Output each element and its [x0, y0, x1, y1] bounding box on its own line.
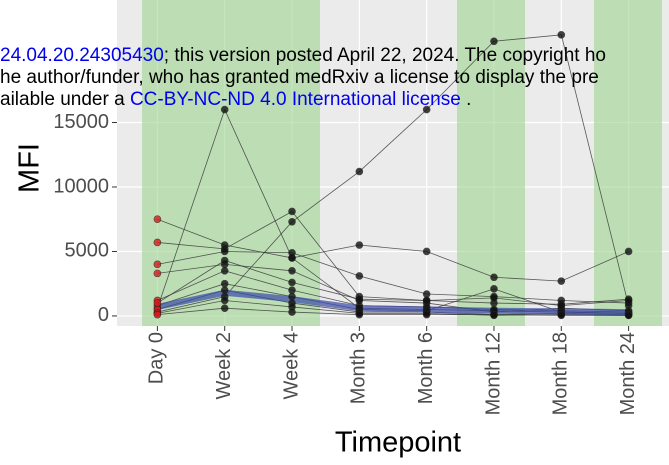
- data-point: [153, 260, 162, 269]
- data-point: [624, 296, 633, 305]
- watermark-text: ailable under a: [0, 89, 130, 110]
- data-point: [422, 247, 431, 256]
- data-point: [288, 308, 296, 316]
- shaded-period: [457, 0, 525, 326]
- x-tick-label: Week 4: [280, 332, 302, 399]
- series-line: [157, 251, 629, 304]
- data-point: [557, 301, 566, 310]
- data-point: [220, 267, 229, 275]
- x-tick-label: Day 0: [146, 332, 168, 384]
- data-point: [422, 310, 431, 319]
- watermark-line: 24.04.20.24305430; this version posted A…: [0, 45, 606, 66]
- data-point: [422, 290, 431, 298]
- y-tick-label: 15000: [53, 111, 109, 133]
- data-point: [490, 273, 498, 282]
- data-point: [153, 238, 162, 247]
- y-tick-label: 0: [98, 304, 109, 326]
- y-axis-label: MFI: [14, 143, 46, 193]
- data-point: [624, 311, 633, 320]
- series-line: [157, 260, 629, 307]
- data-point: [557, 311, 566, 320]
- data-point: [220, 304, 229, 313]
- data-point: [422, 296, 431, 305]
- data-point: [153, 299, 162, 307]
- watermark-link: 24.04.20.24305430: [0, 45, 164, 66]
- x-tick-label: Month 18: [550, 332, 572, 415]
- mean-line: [156, 289, 629, 316]
- data-point: [288, 248, 296, 257]
- series-line: [157, 307, 629, 316]
- data-point: [557, 31, 566, 39]
- data-point: [220, 256, 229, 265]
- data-point: [490, 294, 498, 302]
- x-tick-label: Month 24: [617, 332, 639, 415]
- data-point: [220, 247, 229, 256]
- data-point: [490, 37, 498, 46]
- x-tick-label: Week 2: [213, 332, 235, 399]
- data-point: [220, 296, 229, 305]
- watermark-text: ; this version posted April 22, 2024. Th…: [164, 45, 606, 66]
- watermark-line: he author/funder, who has granted medRxi…: [0, 67, 599, 88]
- data-point: [355, 310, 364, 319]
- y-tick-label: 5000: [65, 240, 110, 262]
- watermark-link: CC-BY-NC-ND 4.0 International license: [130, 89, 461, 110]
- data-point: [220, 105, 229, 114]
- data-point: [355, 241, 364, 249]
- data-point: [288, 292, 296, 301]
- data-point: [288, 267, 296, 275]
- data-point: [490, 310, 498, 319]
- data-point: [153, 310, 162, 319]
- data-point: [288, 207, 296, 216]
- data-point: [220, 279, 229, 288]
- data-point: [288, 218, 296, 226]
- data-point: [422, 105, 431, 114]
- x-axis-label: Timepoint: [335, 427, 461, 459]
- watermark-text: .: [461, 89, 472, 110]
- data-point: [355, 272, 364, 280]
- series-line: [157, 300, 629, 316]
- watermark-line: ailable under a CC-BY-NC-ND 4.0 Internat…: [0, 89, 471, 110]
- x-tick-label: Month 12: [482, 332, 504, 415]
- y-tick-label: 10000: [53, 175, 109, 197]
- series-line: [157, 218, 629, 282]
- data-point: [490, 285, 498, 293]
- x-tick-label: Month 3: [348, 332, 370, 404]
- data-point: [288, 278, 296, 287]
- series-line: [157, 34, 629, 313]
- data-point: [288, 286, 296, 294]
- data-point: [624, 247, 633, 256]
- shaded-period: [594, 0, 662, 326]
- data-point: [557, 277, 566, 285]
- x-tick-label: Month 6: [415, 332, 437, 404]
- data-point: [220, 286, 229, 294]
- data-point: [153, 215, 162, 224]
- data-point: [153, 269, 162, 278]
- data-point: [355, 295, 364, 303]
- data-point: [355, 167, 364, 176]
